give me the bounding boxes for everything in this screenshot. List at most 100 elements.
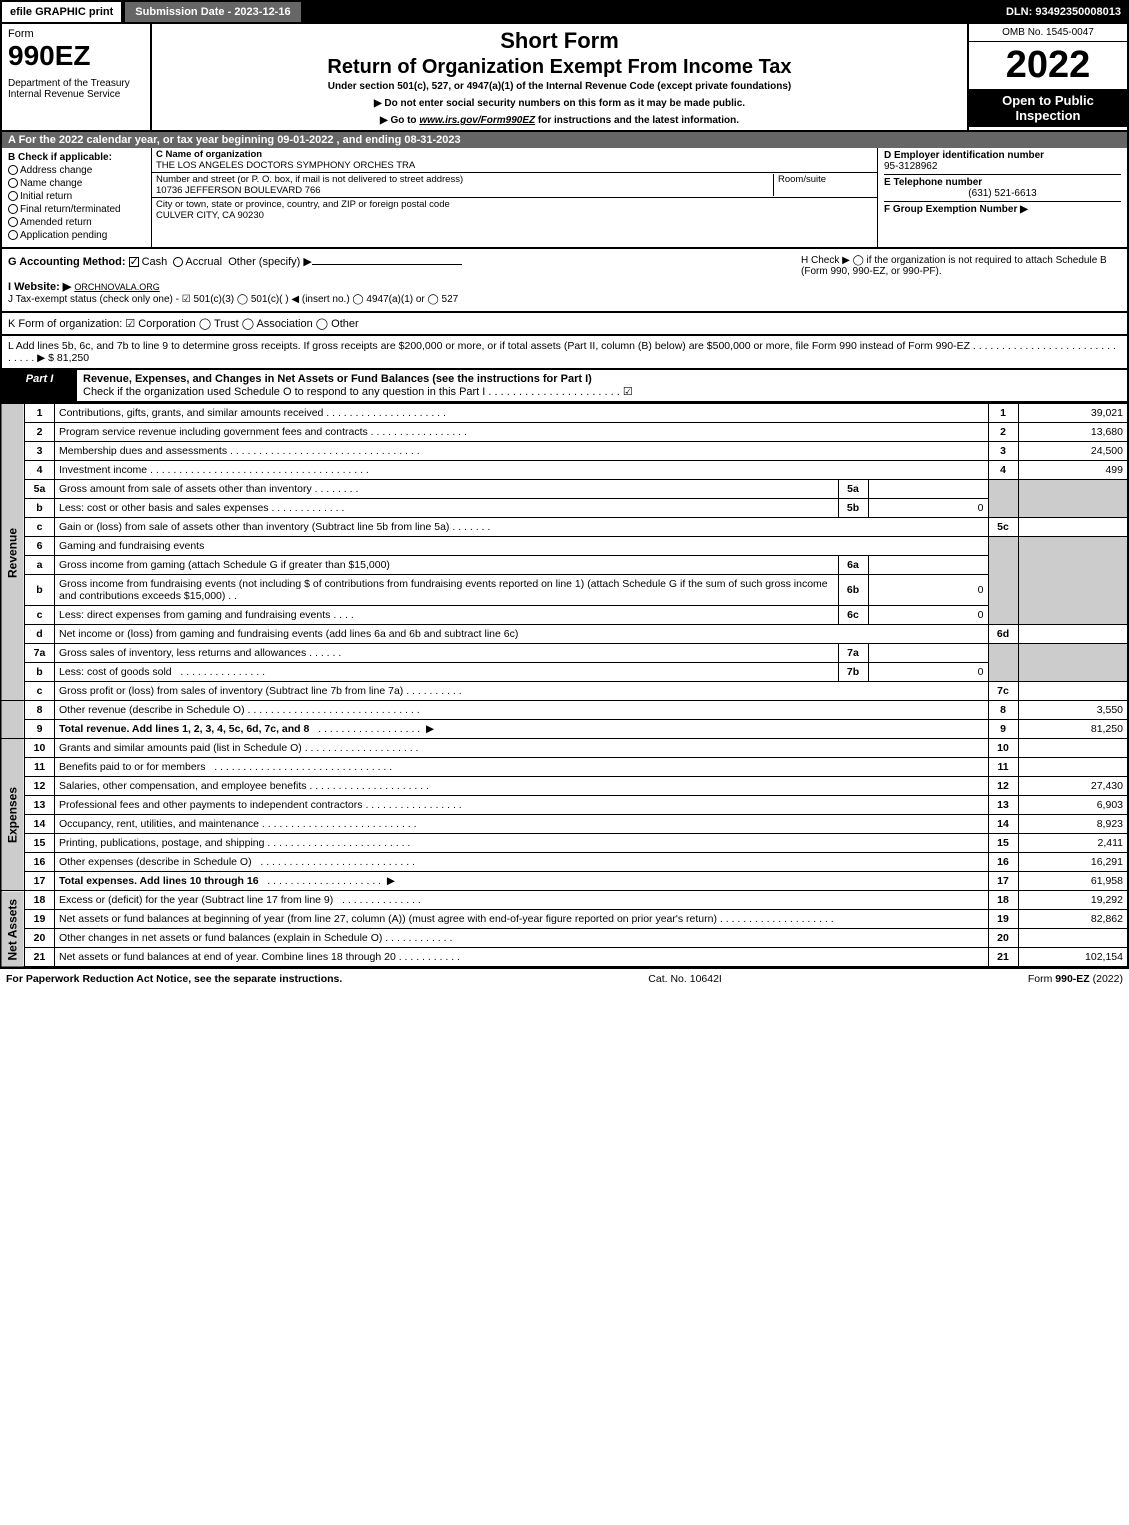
paperwork-notice: For Paperwork Reduction Act Notice, see … [6, 973, 342, 985]
form-label: Form [8, 28, 144, 40]
section-h: H Check ▶ ◯ if the organization is not r… [801, 255, 1121, 305]
ssn-warning: ▶ Do not enter social security numbers o… [158, 98, 961, 109]
initial-return-label: Initial return [20, 191, 72, 202]
section-b-header: B Check if applicable: [8, 152, 145, 163]
goto-line: ▶ Go to www.irs.gov/Form990EZ for instru… [158, 115, 961, 126]
line-21-value: 102,154 [1018, 948, 1128, 968]
ein-label: D Employer identification number [884, 150, 1044, 161]
line-2-value: 13,680 [1018, 423, 1128, 442]
tax-exempt-status: J Tax-exempt status (check only one) - ☑… [8, 294, 458, 305]
line-9-desc: Total revenue. Add lines 1, 2, 3, 4, 5c,… [59, 723, 309, 735]
amended-return-checkbox[interactable] [8, 217, 18, 227]
line-6-desc: Gaming and fundraising events [55, 537, 989, 556]
line-5c-value [1018, 518, 1128, 537]
line-4-value: 499 [1018, 461, 1128, 480]
part-i-check: Check if the organization used Schedule … [83, 386, 633, 398]
final-return-label: Final return/terminated [20, 204, 121, 215]
lines-table: Revenue 1 Contributions, gifts, grants, … [0, 403, 1129, 968]
line-13-value: 6,903 [1018, 796, 1128, 815]
line-15-desc: Printing, publications, postage, and shi… [59, 837, 264, 849]
line-7a-value [868, 644, 988, 663]
department-label: Department of the Treasury Internal Reve… [8, 78, 144, 100]
line-5a-desc: Gross amount from sale of assets other t… [59, 483, 312, 495]
line-17-desc: Total expenses. Add lines 10 through 16 [59, 875, 259, 887]
line-21-desc: Net assets or fund balances at end of ye… [59, 951, 396, 963]
short-form-label: Short Form [158, 28, 961, 54]
line-11-value [1018, 758, 1128, 777]
line-9-value: 81,250 [1018, 720, 1128, 739]
website-label: I Website: ▶ [8, 281, 71, 293]
line-6a-desc: Gross income from gaming (attach Schedul… [59, 559, 390, 571]
name-change-label: Name change [20, 178, 82, 189]
cat-number: Cat. No. 10642I [648, 973, 722, 985]
form-header: Form 990EZ Department of the Treasury In… [0, 24, 1129, 132]
line-11-desc: Benefits paid to or for members [59, 761, 205, 773]
line-20-value [1018, 929, 1128, 948]
row-l: L Add lines 5b, 6c, and 7b to line 9 to … [0, 336, 1129, 370]
name-change-checkbox[interactable] [8, 178, 18, 188]
dln-label: DLN: 93492350008013 [998, 2, 1129, 22]
line-1-rnum: 1 [988, 404, 1018, 423]
irs-link[interactable]: www.irs.gov/Form990EZ [419, 115, 535, 126]
accrual-label: Accrual [185, 256, 222, 268]
line-12-value: 27,430 [1018, 777, 1128, 796]
line-8-value: 3,550 [1018, 701, 1128, 720]
org-name-label: C Name of organization [156, 149, 262, 160]
section-def: D Employer identification number 95-3128… [877, 148, 1127, 247]
part-i-title: Revenue, Expenses, and Changes in Net As… [83, 373, 592, 385]
address-change-checkbox[interactable] [8, 165, 18, 175]
city-value: CULVER CITY, CA 90230 [156, 210, 264, 221]
page-footer: For Paperwork Reduction Act Notice, see … [0, 968, 1129, 989]
line-14-value: 8,923 [1018, 815, 1128, 834]
line-10-desc: Grants and similar amounts paid (list in… [59, 742, 302, 754]
line-6d-value [1018, 625, 1128, 644]
line-7c-value [1018, 682, 1128, 701]
line-3-value: 24,500 [1018, 442, 1128, 461]
line-7a-desc: Gross sales of inventory, less returns a… [59, 647, 306, 659]
line-6b-value: 0 [868, 575, 988, 606]
accrual-checkbox[interactable] [173, 257, 183, 267]
line-5c-desc: Gain or (loss) from sale of assets other… [59, 521, 449, 533]
line-6a-value [868, 556, 988, 575]
application-pending-checkbox[interactable] [8, 230, 18, 240]
phone-label: E Telephone number [884, 177, 982, 188]
initial-return-checkbox[interactable] [8, 191, 18, 201]
amended-return-label: Amended return [20, 217, 92, 228]
line-7c-desc: Gross profit or (loss) from sales of inv… [59, 685, 403, 697]
omb-number: OMB No. 1545-0047 [969, 24, 1127, 42]
line-6c-desc: Less: direct expenses from gaming and fu… [59, 609, 330, 621]
accounting-method-label: G Accounting Method: [8, 256, 126, 268]
room-suite-label: Room/suite [778, 174, 826, 185]
other-accounting-label: Other (specify) ▶ [228, 256, 312, 268]
line-6d-desc: Net income or (loss) from gaming and fun… [59, 628, 518, 640]
line-2-desc: Program service revenue including govern… [59, 426, 368, 438]
line-4-desc: Investment income [59, 464, 147, 476]
line-6c-value: 0 [868, 606, 988, 625]
city-label: City or town, state or province, country… [156, 199, 450, 210]
cash-checkbox[interactable] [129, 257, 139, 267]
section-c: C Name of organization THE LOS ANGELES D… [152, 148, 877, 247]
section-b: B Check if applicable: Address change Na… [2, 148, 152, 247]
submission-date: Submission Date - 2023-12-16 [123, 0, 302, 24]
top-bar: efile GRAPHIC print Submission Date - 20… [0, 0, 1129, 24]
efile-print-button[interactable]: efile GRAPHIC print [0, 0, 123, 24]
application-pending-label: Application pending [20, 230, 107, 241]
form-ref: Form 990-EZ (2022) [1028, 973, 1123, 985]
netassets-sidelabel: Net Assets [1, 891, 25, 968]
line-1-desc: Contributions, gifts, grants, and simila… [59, 407, 323, 419]
goto-prefix: ▶ Go to [380, 115, 419, 126]
line-18-desc: Excess or (deficit) for the year (Subtra… [59, 894, 333, 906]
final-return-checkbox[interactable] [8, 204, 18, 214]
line-16-value: 16,291 [1018, 853, 1128, 872]
group-exemption-label: F Group Exemption Number ▶ [884, 204, 1028, 215]
website-link[interactable]: ORCHNOVALA.ORG [74, 282, 159, 292]
line-1-value: 39,021 [1018, 404, 1128, 423]
org-name-value: THE LOS ANGELES DOCTORS SYMPHONY ORCHES … [156, 160, 415, 171]
phone-value: (631) 521-6613 [884, 188, 1121, 199]
line-14-desc: Occupancy, rent, utilities, and maintena… [59, 818, 259, 830]
row-k: K Form of organization: ☑ Corporation ◯ … [0, 313, 1129, 336]
line-6b-desc: Gross income from fundraising events (no… [59, 578, 828, 602]
line-19-value: 82,862 [1018, 910, 1128, 929]
line-7b-value: 0 [868, 663, 988, 682]
form-subtitle: Under section 501(c), 527, or 4947(a)(1)… [158, 81, 961, 92]
